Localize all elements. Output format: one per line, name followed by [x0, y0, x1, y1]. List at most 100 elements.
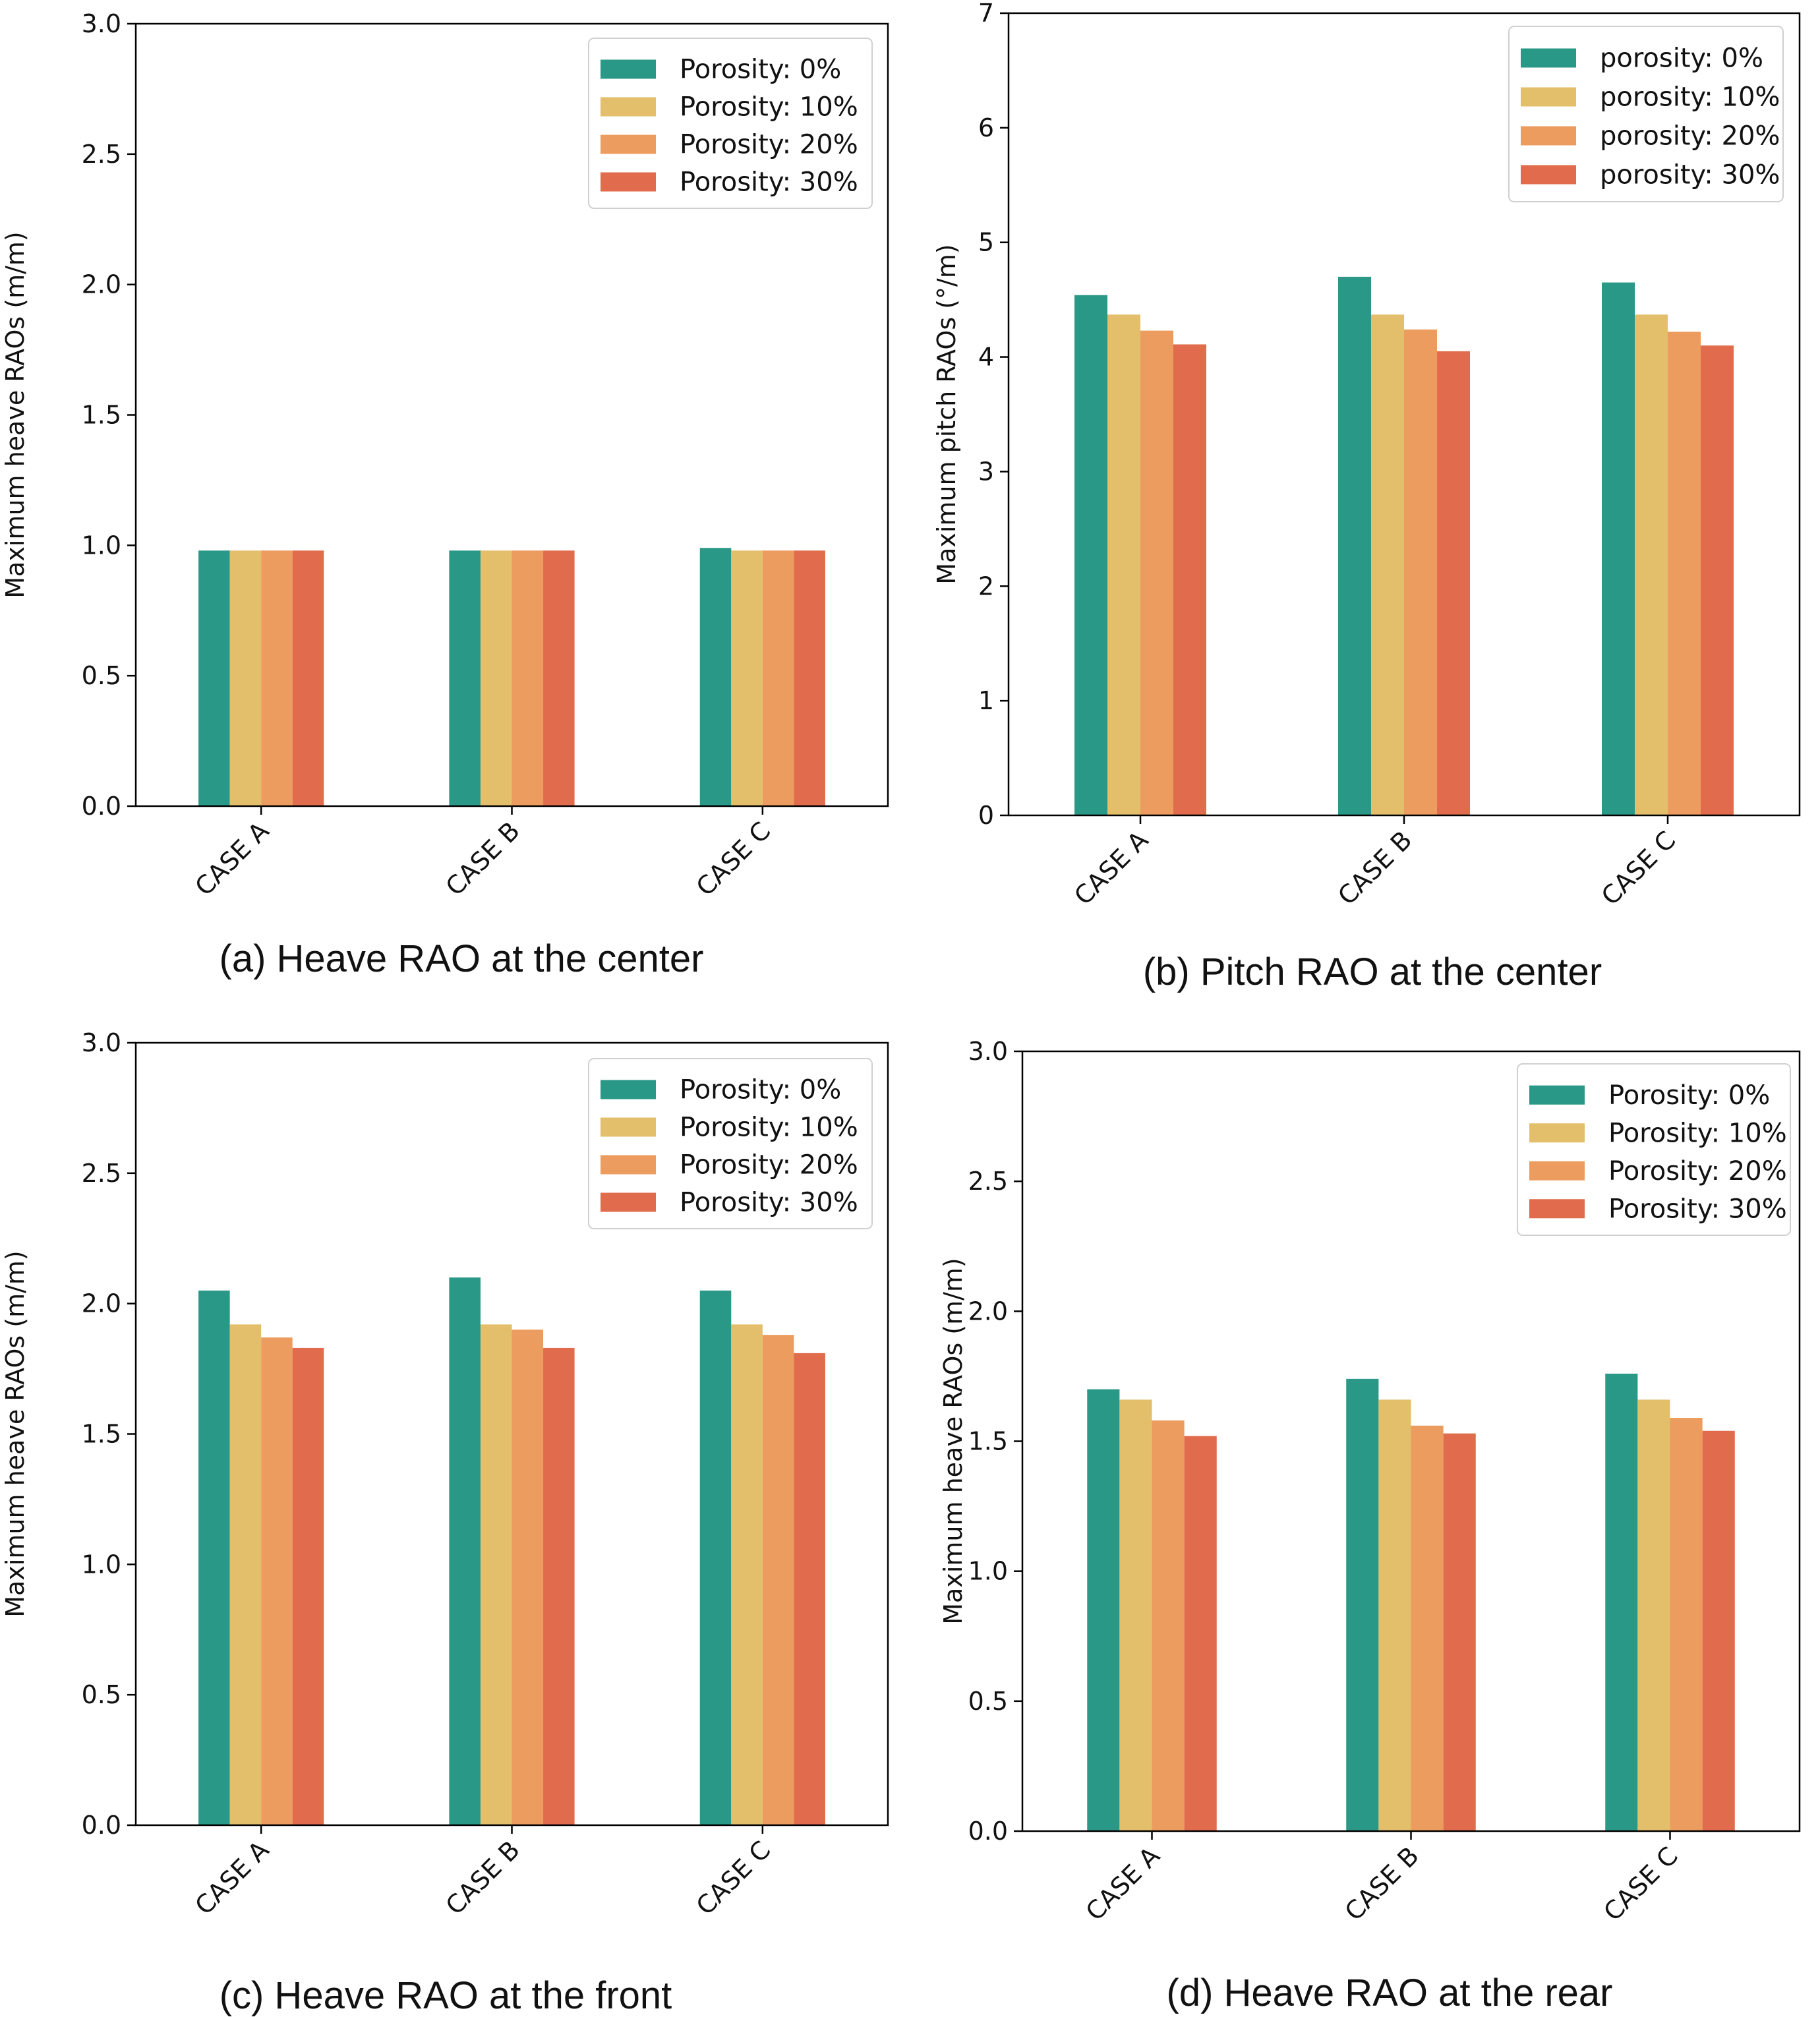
- legend-swatch-d: [1529, 1085, 1585, 1105]
- bar-c-porosity-20--case-c: [762, 1335, 794, 1825]
- y-axis-label-a: Maximum heave RAOs (m/m): [1, 231, 30, 598]
- legend-swatch-b: [1521, 87, 1576, 107]
- bar-a-porosity-0--case-b: [449, 550, 481, 806]
- bar-c-porosity-20--case-a: [261, 1337, 293, 1825]
- legend-label-c: Porosity: 20%: [680, 1150, 858, 1181]
- bar-d-porosity-30--case-c: [1702, 1430, 1735, 1831]
- y-tick-label-b: 5: [978, 228, 994, 257]
- legend-box-d: [1517, 1063, 1791, 1236]
- legend-label-c: Porosity: 30%: [680, 1188, 858, 1218]
- legend-swatch-b: [1521, 126, 1576, 146]
- legend-label-a: Porosity: 10%: [680, 92, 858, 123]
- bar-b-porosity-10--case-c: [1635, 314, 1668, 816]
- y-tick-label-a: 1.0: [82, 531, 121, 560]
- bar-d-porosity-10--case-a: [1119, 1399, 1152, 1831]
- bar-d-porosity-0--case-c: [1605, 1373, 1638, 1831]
- bar-d-porosity-20--case-b: [1411, 1425, 1444, 1831]
- y-tick-label-a: 0.5: [82, 661, 121, 690]
- bar-d-porosity-0--case-a: [1087, 1389, 1120, 1831]
- legend-swatch-c: [601, 1192, 656, 1212]
- legend-swatch-c: [601, 1080, 656, 1099]
- caption-a: (a) Heave RAO at the center: [220, 937, 704, 980]
- bar-b-porosity-0--case-a: [1074, 295, 1107, 815]
- bar-d-porosity-20--case-a: [1152, 1420, 1185, 1831]
- legend-label-b: porosity: 0%: [1600, 44, 1763, 74]
- legend-swatch-d: [1529, 1123, 1585, 1143]
- legend-b: porosity: 0% porosity: 10% porosity: 20% po…: [1508, 26, 1784, 202]
- bar-c-porosity-30--case-c: [794, 1353, 825, 1825]
- bar-b-porosity-0--case-b: [1338, 276, 1371, 815]
- bar-c-porosity-10--case-c: [731, 1324, 763, 1825]
- legend-label-a: Porosity: 30%: [680, 167, 858, 198]
- y-tick-label-c: 2.5: [82, 1159, 121, 1188]
- y-tick-label-b: 2: [978, 571, 994, 600]
- y-tick-label-d: 2.5: [968, 1167, 1008, 1196]
- bar-a-porosity-10--case-c: [731, 550, 763, 806]
- bar-a-porosity-0--case-c: [699, 548, 732, 806]
- legend-swatch-b: [1521, 165, 1576, 185]
- bar-b-porosity-20--case-b: [1404, 329, 1437, 815]
- y-tick-label-b: 4: [978, 343, 994, 372]
- bar-d-porosity-10--case-c: [1637, 1399, 1670, 1831]
- bar-b-porosity-30--case-b: [1437, 351, 1470, 815]
- y-tick-label-b: 1: [978, 686, 994, 715]
- legend-label-b: porosity: 20%: [1600, 121, 1780, 152]
- y-tick-label-a: 1.5: [82, 401, 121, 430]
- bar-b-porosity-30--case-c: [1701, 345, 1734, 815]
- y-tick-label-a: 0.0: [82, 792, 121, 821]
- y-tick-label-d: 2.0: [968, 1297, 1008, 1326]
- legend-swatch-b: [1521, 48, 1576, 68]
- legend-label-a: Porosity: 0%: [680, 55, 841, 85]
- bar-d-porosity-0--case-b: [1346, 1378, 1379, 1831]
- legend-label-c: Porosity: 0%: [680, 1075, 841, 1105]
- legend-swatch-d: [1529, 1199, 1585, 1219]
- chart-panel-a: 0.0 0.5 1.0 1.5 2.0 2.5 3.0 Maximum heave RAOs …: [1, 9, 889, 980]
- y-tick-label-b: 6: [978, 113, 994, 142]
- bar-d-porosity-10--case-b: [1378, 1399, 1411, 1831]
- bar-c-porosity-10--case-a: [229, 1324, 262, 1825]
- y-axis-label-c: Maximum heave RAOs (m/m): [1, 1250, 30, 1617]
- bar-d-porosity-30--case-a: [1184, 1436, 1217, 1831]
- legend-box-a: [588, 38, 873, 209]
- bar-d-porosity-30--case-b: [1443, 1433, 1476, 1831]
- legend-swatch-c: [601, 1155, 656, 1175]
- y-tick-label-b: 0: [978, 801, 994, 830]
- bar-c-porosity-30--case-b: [543, 1347, 575, 1825]
- y-tick-label-a: 2.0: [82, 270, 121, 299]
- legend-swatch-a: [601, 134, 656, 154]
- caption-d: (d) Heave RAO at the rear: [1167, 1972, 1613, 2014]
- legend-swatch-a: [601, 59, 656, 79]
- bar-a-porosity-0--case-a: [198, 550, 230, 806]
- y-tick-label-a: 2.5: [82, 140, 121, 169]
- bar-a-porosity-20--case-a: [261, 550, 293, 806]
- caption-b: (b) Pitch RAO at the center: [1143, 950, 1602, 993]
- y-tick-label-d: 1.5: [968, 1427, 1008, 1456]
- caption-c: (c) Heave RAO at the front: [220, 1974, 672, 2017]
- legend-label-d: Porosity: 20%: [1608, 1156, 1787, 1186]
- legend-label-b: porosity: 10%: [1600, 82, 1780, 113]
- bar-a-porosity-20--case-b: [512, 550, 544, 806]
- bar-c-porosity-0--case-a: [198, 1290, 230, 1825]
- legend-swatch-c: [601, 1117, 656, 1137]
- legend-label-a: Porosity: 20%: [680, 130, 858, 160]
- bar-b-porosity-20--case-a: [1140, 330, 1173, 815]
- bar-a-porosity-20--case-c: [762, 550, 794, 806]
- legend-swatch-a: [601, 172, 656, 192]
- legend-a: Porosity: 0% Porosity: 10% Porosity: 20% Po…: [588, 38, 873, 209]
- bar-b-porosity-10--case-a: [1107, 314, 1140, 816]
- bar-a-porosity-10--case-b: [480, 550, 512, 806]
- bar-c-porosity-10--case-b: [480, 1324, 512, 1825]
- bar-a-porosity-10--case-a: [229, 550, 262, 806]
- bar-c-porosity-0--case-b: [449, 1277, 481, 1825]
- legend-label-c: Porosity: 10%: [680, 1113, 858, 1143]
- y-axis-label-d: Maximum heave RAOs (m/m): [939, 1258, 968, 1624]
- legend-label-d: Porosity: 30%: [1608, 1194, 1787, 1224]
- chart-panel-c: 0.0 0.5 1.0 1.5 2.0 2.5 3.0 Maximum heave RAOs …: [1, 1028, 889, 2017]
- legend-c: Porosity: 0% Porosity: 10% Porosity: 20% Po…: [588, 1058, 873, 1229]
- y-tick-label-c: 0.5: [82, 1680, 121, 1709]
- y-tick-label-d: 1.0: [968, 1557, 1008, 1586]
- bar-b-porosity-20--case-c: [1668, 332, 1701, 815]
- bar-c-porosity-30--case-a: [292, 1347, 324, 1825]
- legend-label-d: Porosity: 0%: [1608, 1080, 1770, 1111]
